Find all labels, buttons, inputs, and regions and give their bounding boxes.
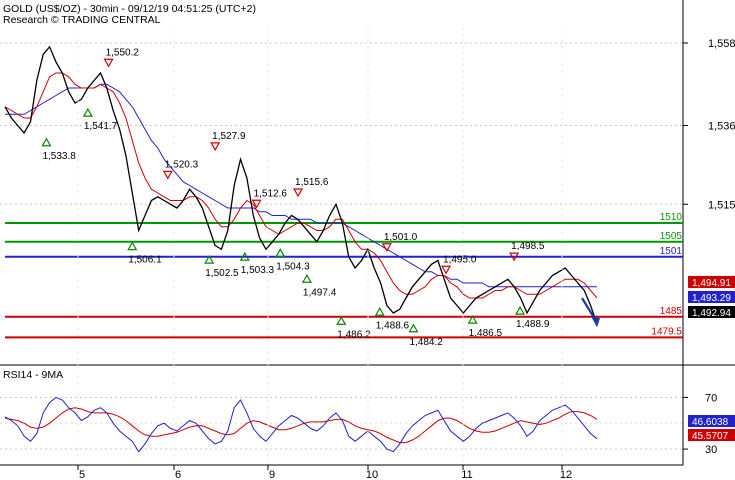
rsi-tag-bg [688, 415, 735, 427]
chart-subtitle: Research © TRADING CENTRAL [3, 14, 161, 26]
low-marker-label: 1,497.4 [303, 287, 337, 298]
low-marker-triangle [374, 307, 385, 316]
rsi-panel-label: RSI14 - 9MA [3, 369, 63, 381]
low-marker-label: 1,488.9 [516, 319, 550, 330]
low-marker-label: 1,533.8 [42, 151, 76, 162]
rsi-tick-label: 70 [705, 392, 717, 404]
rsi-tick-label: 30 [705, 444, 717, 456]
low-marker-label: 1,502.5 [205, 268, 239, 279]
rsi-tag-bg [688, 429, 735, 441]
key-level-label: 1505 [660, 231, 683, 242]
low-marker-label: 1,504.3 [276, 261, 310, 272]
high-marker-label: 1,495.0 [443, 254, 477, 265]
forecast-arrow-head [591, 316, 600, 328]
rsi-ma-line [4, 407, 598, 444]
high-marker-triangle [251, 199, 262, 209]
time-tick-label: 10 [366, 469, 378, 480]
high-marker-label: 1,512.6 [254, 188, 288, 199]
low-marker-triangle [515, 305, 526, 315]
high-marker-triangle [210, 142, 221, 152]
low-marker-label: 1,488.6 [376, 320, 410, 331]
price-tag-bg [688, 306, 735, 318]
rsi-line [4, 396, 598, 453]
forecast-arrow-shaft [581, 297, 596, 320]
low-marker-triangle [336, 316, 347, 325]
low-marker-triangle [82, 107, 93, 117]
price-tag-text: 1,493.29 [692, 293, 731, 304]
low-marker-triangle [467, 314, 478, 324]
time-tick-label: 9 [269, 469, 275, 480]
high-marker-triangle [293, 188, 304, 198]
low-marker-label: 1,503.3 [241, 265, 275, 276]
low-marker-label: 1,484.2 [409, 337, 443, 348]
rsi-tag-text: 46.6038 [692, 417, 729, 428]
price-tick-label: 1,515 [708, 199, 735, 211]
low-marker-triangle [301, 274, 312, 283]
high-marker-label: 1,550.2 [106, 47, 140, 58]
high-marker-label: 1,498.5 [511, 241, 545, 252]
key-level-label: 1479.5 [651, 326, 682, 337]
low-marker-triangle [239, 251, 250, 261]
high-marker-triangle [441, 265, 452, 275]
price-tag-bg [688, 291, 735, 303]
key-level-label: 1485 [660, 306, 683, 317]
low-marker-label: 1,486.2 [337, 329, 371, 340]
low-marker-triangle [408, 323, 419, 333]
time-tick-label: 11 [461, 469, 472, 480]
low-marker-label: 1,541.7 [84, 121, 118, 132]
time-tick-label: 12 [560, 469, 572, 480]
low-marker-label: 1,506.1 [128, 255, 162, 266]
high-marker-label: 1,501.0 [384, 232, 418, 243]
high-marker-label: 1,515.6 [295, 177, 329, 188]
low-marker-label: 1,486.5 [469, 328, 503, 339]
slow-ma-line [5, 83, 597, 288]
low-marker-triangle [127, 241, 138, 251]
chart-title: GOLD (US$/OZ) - 30min - 09/12/19 04:51:2… [3, 3, 256, 15]
high-marker-triangle [103, 58, 114, 68]
high-marker-triangle [162, 170, 173, 180]
low-marker-triangle [204, 254, 215, 264]
key-level-label: 1510 [660, 212, 683, 223]
low-marker-triangle [41, 137, 52, 147]
price-tag-bg [688, 276, 735, 288]
price-tag-text: 1,492.94 [692, 308, 731, 319]
time-tick-label: 5 [79, 469, 85, 480]
price-tick-label: 1,558 [708, 38, 735, 50]
rsi-tag-text: 45.5707 [692, 431, 729, 442]
time-tick-label: 6 [175, 469, 181, 480]
high-marker-triangle [509, 252, 520, 262]
price-line [4, 45, 598, 325]
price-tick-label: 1,536 [708, 121, 735, 133]
key-level-label: 1501 [660, 246, 683, 257]
high-marker-triangle [381, 243, 392, 252]
low-marker-triangle [275, 248, 286, 257]
price-tag-text: 1,494.91 [692, 278, 731, 289]
high-marker-label: 1,527.9 [212, 131, 246, 142]
high-marker-label: 1,520.3 [165, 159, 199, 170]
